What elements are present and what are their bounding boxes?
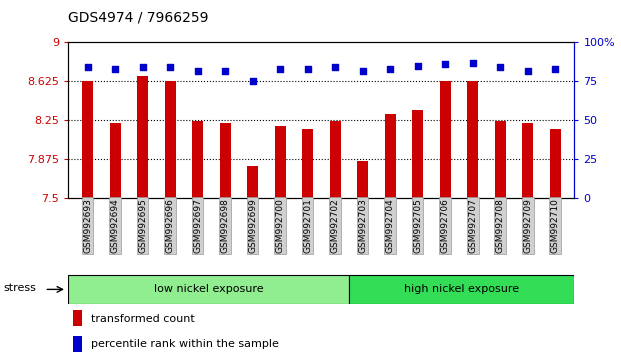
Point [220,68,230,73]
FancyBboxPatch shape [350,275,574,304]
Text: GSM992702: GSM992702 [330,198,340,253]
Text: GSM992698: GSM992698 [220,198,230,253]
Text: GSM992694: GSM992694 [111,198,120,253]
Text: GSM992709: GSM992709 [523,198,532,253]
Text: GSM992693: GSM992693 [83,198,92,253]
Text: GSM992699: GSM992699 [248,198,257,253]
FancyBboxPatch shape [68,275,350,304]
Text: GSM992707: GSM992707 [468,198,477,253]
Bar [357,161,368,198]
Point [523,68,533,73]
Text: transformed count: transformed count [91,314,195,324]
Text: GSM992708: GSM992708 [496,198,505,253]
Text: GSM992703: GSM992703 [358,198,367,253]
Bar [440,81,451,198]
Text: GSM992705: GSM992705 [413,198,422,253]
Point [385,66,395,72]
Point [193,68,202,73]
Point [165,64,175,70]
Point [440,62,450,67]
Text: GSM992695: GSM992695 [138,198,147,253]
Text: GDS4974 / 7966259: GDS4974 / 7966259 [68,11,209,25]
Bar [73,310,83,326]
Bar [274,126,286,198]
Bar [495,121,505,198]
Text: GSM992704: GSM992704 [386,198,394,253]
Bar [384,114,396,198]
Point [302,66,312,72]
Text: high nickel exposure: high nickel exposure [404,284,520,295]
Bar [467,81,478,198]
Text: percentile rank within the sample: percentile rank within the sample [91,339,279,349]
Point [330,64,340,70]
Text: GSM992697: GSM992697 [193,198,202,253]
Bar [412,110,423,198]
Bar [82,81,93,198]
Bar [550,129,561,198]
Point [275,66,285,72]
Bar [302,129,313,198]
Point [248,79,258,84]
Point [413,63,423,69]
Bar [165,81,176,198]
Bar [137,76,148,198]
Point [468,60,478,65]
Text: GSM992700: GSM992700 [276,198,284,253]
Text: low nickel exposure: low nickel exposure [154,284,264,295]
Text: GSM992706: GSM992706 [441,198,450,253]
Point [358,68,368,73]
Point [138,64,148,70]
Bar [192,121,203,198]
Bar [522,124,533,198]
Text: GSM992701: GSM992701 [303,198,312,253]
Bar [73,336,83,352]
Bar [330,121,341,198]
Point [110,66,120,72]
Point [495,64,505,70]
Text: stress: stress [4,283,36,293]
Bar [109,124,120,198]
Text: GSM992710: GSM992710 [551,198,560,253]
Bar [220,124,230,198]
Point [550,66,560,72]
Bar [247,166,258,198]
Point [83,64,93,70]
Text: GSM992696: GSM992696 [166,198,175,253]
